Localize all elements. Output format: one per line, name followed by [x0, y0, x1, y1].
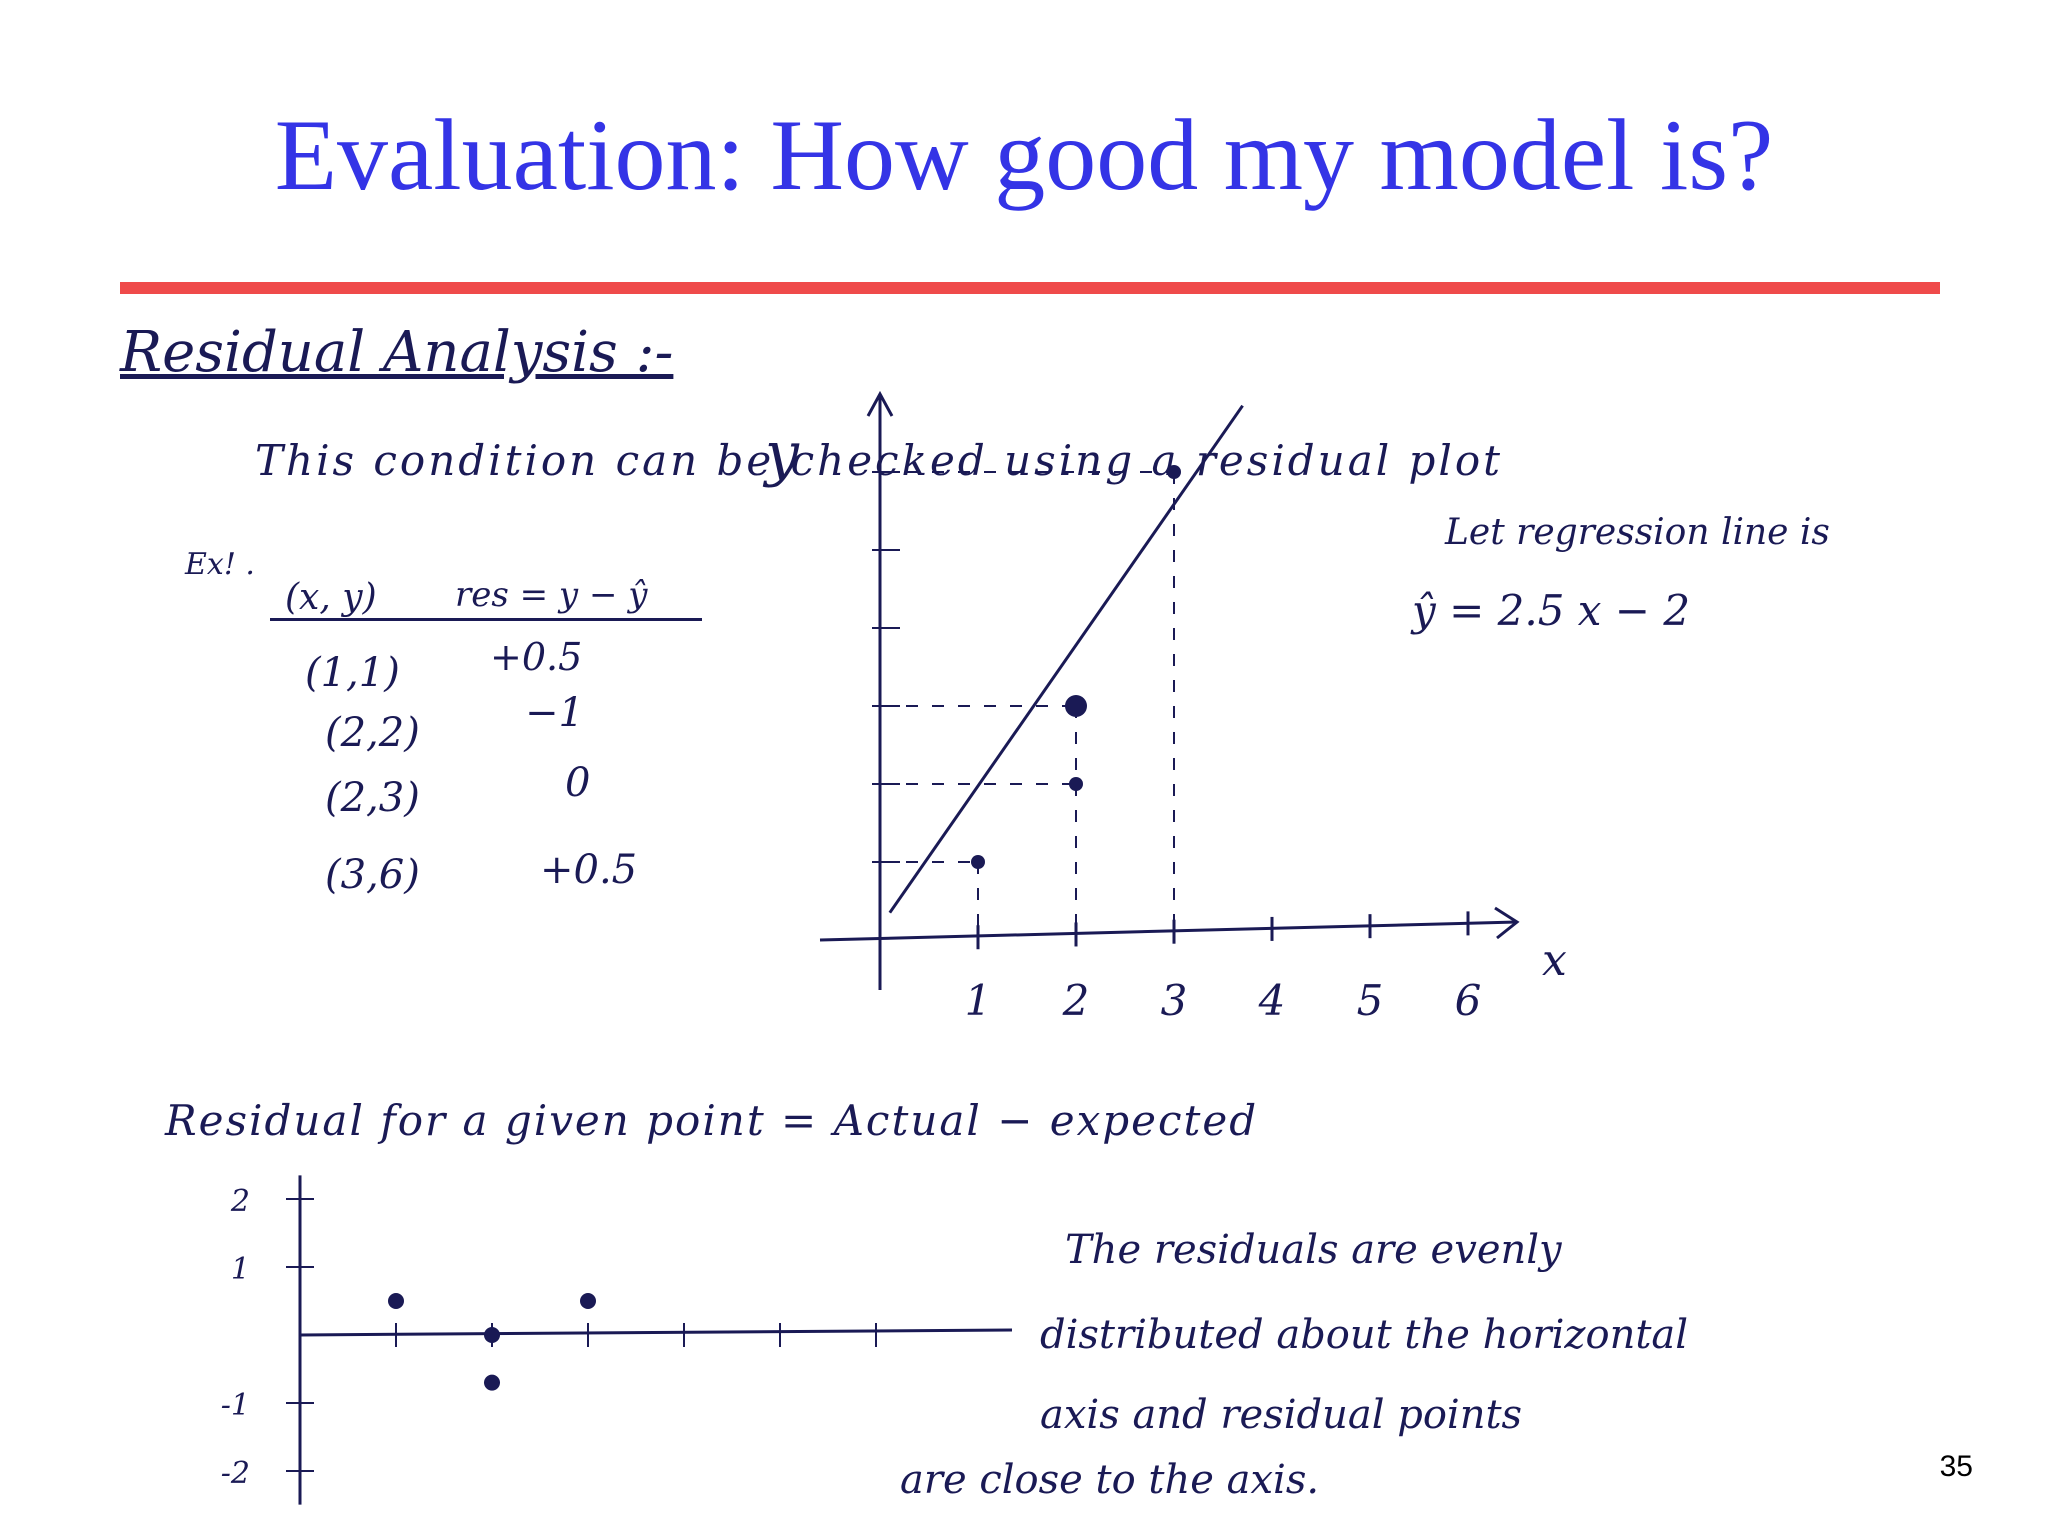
table-row-4-point: (3,6) — [325, 852, 420, 898]
residual-x-axis — [299, 1328, 1013, 1337]
table-row-3-point: (2,3) — [325, 775, 420, 821]
data-point — [971, 855, 985, 869]
residual-y-tick-label: 1 — [231, 1252, 250, 1287]
residual-point — [484, 1327, 500, 1343]
residual-y-tick-label: -2 — [221, 1456, 250, 1491]
residual-chart: 2 1 -1 -2 — [221, 1175, 1013, 1505]
x-tick-label: 4 — [1258, 976, 1286, 1025]
table-header-res: res = y − ŷ — [455, 575, 648, 615]
residual-point — [484, 1374, 500, 1391]
table-header-xy: (x, y) — [285, 577, 377, 618]
example-label: Ex! . — [185, 547, 255, 582]
x-tick-label: 3 — [1161, 976, 1188, 1025]
x-axis-arrow — [1494, 906, 1520, 940]
x-tick-label: 1 — [965, 976, 992, 1025]
y-axis-arrow — [866, 390, 894, 417]
residual-point — [388, 1293, 404, 1309]
x-tick-label: 5 — [1357, 976, 1384, 1025]
scatter-chart: 1 2 3 4 5 6 x y — [762, 390, 1567, 1025]
table-row-2-point: (2,2) — [325, 710, 420, 756]
regression-line — [888, 404, 1244, 914]
y-axis-label: y — [762, 419, 800, 489]
x-tick-label: 2 — [1062, 976, 1090, 1025]
table-row-1-residual: +0.5 — [490, 635, 583, 679]
table-row-3-residual: 0 — [565, 760, 591, 806]
slide-number: 35 — [1939, 1450, 1973, 1483]
conclusion-line-1: The residuals are evenly — [1065, 1227, 1562, 1273]
slide-title: Evaluation: How good my model is? — [274, 99, 1774, 212]
conclusion-line-3: axis and residual points — [1040, 1392, 1523, 1438]
title-underline — [120, 282, 1940, 294]
residual-y-tick-label: 2 — [230, 1184, 250, 1219]
data-point — [1065, 695, 1087, 717]
regression-equation: ŷ = 2.5 x − 2 — [1412, 586, 1691, 635]
table-row-2-residual: −1 — [525, 690, 584, 736]
regression-intro: Let regression line is — [1445, 512, 1830, 553]
heading-residual-analysis: Residual Analysis :- — [120, 320, 674, 385]
conclusion-line-2: distributed about the horizontal — [1040, 1312, 1689, 1358]
intro-line: This condition can be checked using a re… — [255, 436, 1503, 485]
x-axis-label: x — [1542, 935, 1567, 986]
table-row-1-point: (1,1) — [305, 650, 400, 696]
residual-point — [580, 1293, 596, 1309]
conclusion-line-4: are close to the axis. — [900, 1457, 1320, 1503]
x-axis — [819, 920, 1518, 942]
data-point — [1167, 465, 1181, 479]
x-tick-label: 6 — [1455, 976, 1482, 1025]
table-header-rule — [270, 618, 702, 621]
residual-y-tick-label: -1 — [221, 1388, 250, 1423]
residual-definition: Residual for a given point = Actual − ex… — [165, 1096, 1259, 1145]
table-row-4-residual: +0.5 — [540, 847, 638, 893]
